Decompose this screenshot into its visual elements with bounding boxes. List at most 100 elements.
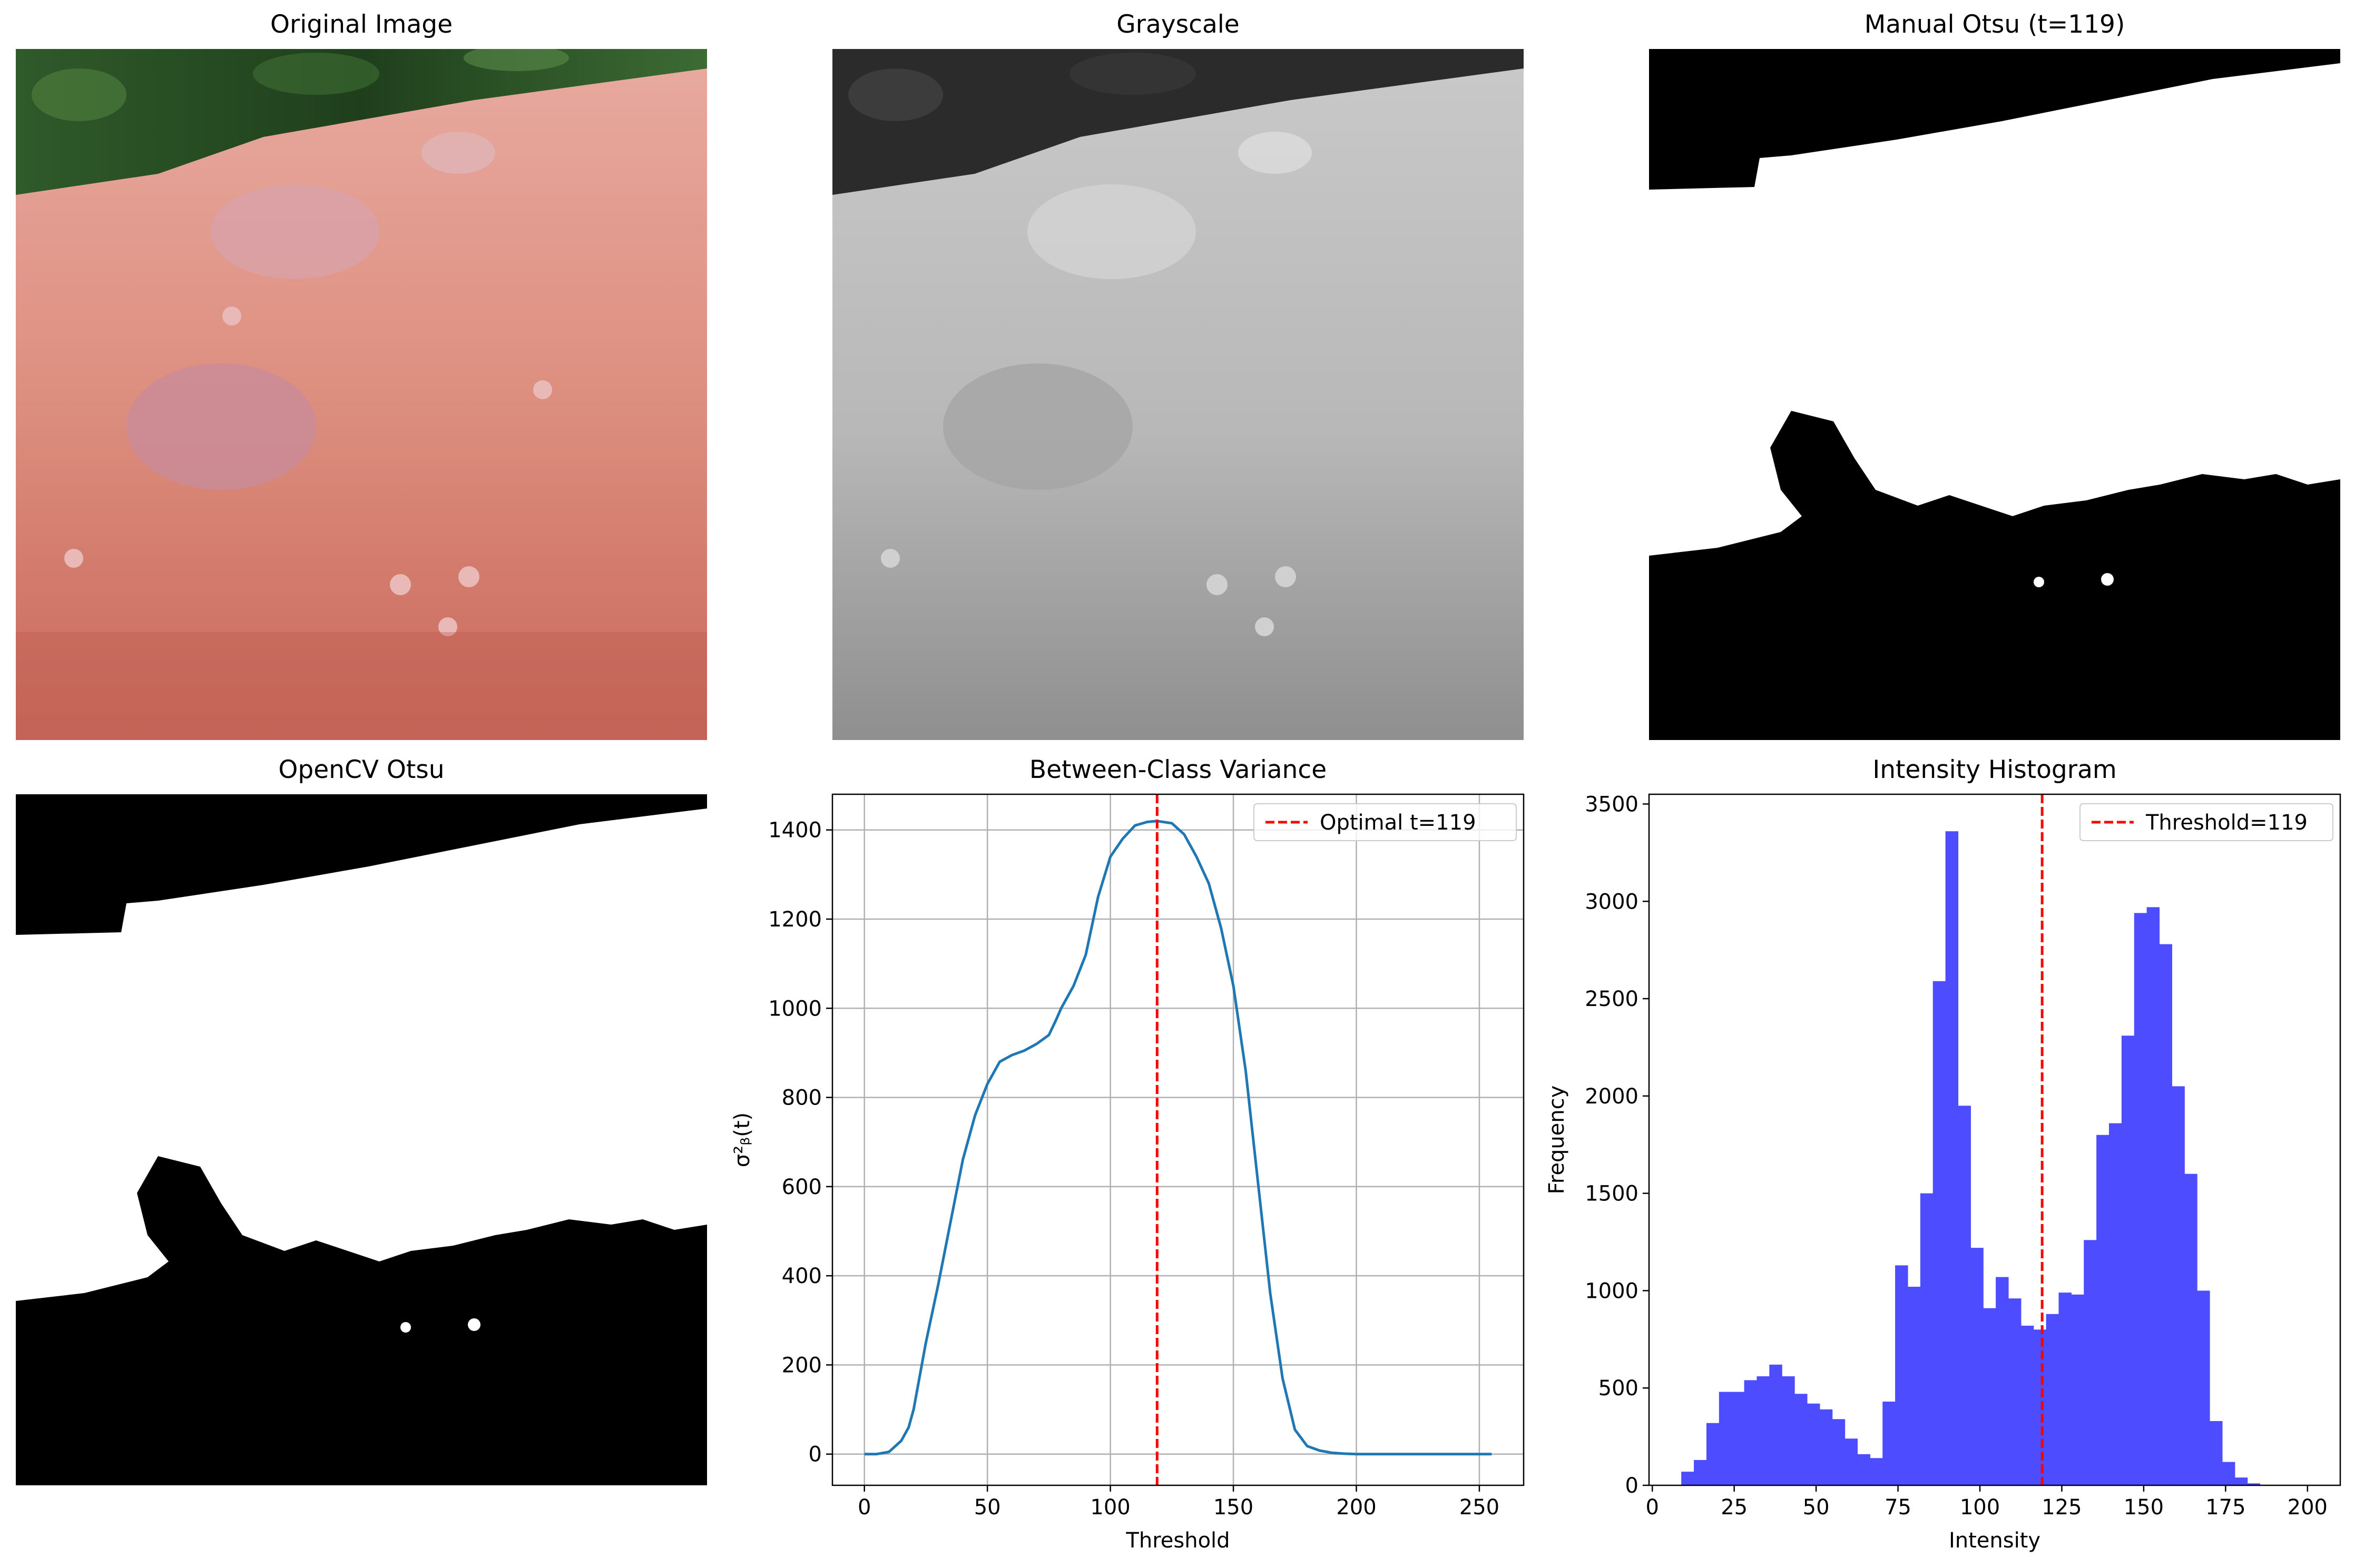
histogram-x-axis-label: Intensity	[1949, 1528, 2040, 1553]
histogram-bar	[2008, 1298, 2022, 1485]
histogram-bar	[1832, 1419, 1846, 1485]
histogram-bar	[2020, 1325, 2034, 1485]
histogram-y-tick-label: 500	[1598, 1376, 1638, 1401]
histogram-bar	[1782, 1376, 1795, 1485]
histogram-x-tick-label: 0	[1645, 1495, 1659, 1520]
variance-y-tick-label: 1000	[768, 997, 822, 1021]
histogram-bar	[2046, 1314, 2059, 1485]
variance-y-tick-label: 1400	[768, 818, 822, 843]
histogram-bar	[2222, 1462, 2235, 1485]
variance-x-tick-label: 150	[1213, 1495, 1253, 1520]
variance-y-tick-label: 600	[782, 1175, 822, 1199]
histogram-bar	[2058, 1293, 2072, 1485]
histogram-bar	[2159, 944, 2172, 1485]
histogram-y-ticks: 0 500 1000 1500 2000 2500 3000 3500	[1585, 792, 1649, 1498]
variance-y-ticks: 0 200 400 600 800 1000 1200 1400	[768, 818, 832, 1467]
variance-legend-box	[1253, 803, 1517, 841]
histogram-x-tick-label: 25	[1721, 1495, 1748, 1520]
histogram-x-tick-label: 50	[1803, 1495, 1830, 1520]
histogram-bar	[1907, 1287, 1921, 1485]
histogram-x-tick-label: 100	[1960, 1495, 2000, 1520]
variance-plot-area	[864, 794, 1492, 1485]
histogram-bar	[1970, 1248, 1984, 1485]
histogram-bar	[2184, 1173, 2197, 1485]
histogram-bar	[1819, 1409, 1833, 1485]
histogram-plot-area	[1681, 794, 2261, 1485]
histogram-y-tick-label: 2000	[1585, 1084, 1638, 1109]
panel-grayscale: Grayscale	[832, 10, 1524, 740]
histogram-bar	[2033, 1329, 2047, 1485]
histogram-x-tick-label: 75	[1885, 1495, 1911, 1520]
variance-y-tick-label: 0	[809, 1443, 822, 1467]
histogram-bar	[1932, 981, 1946, 1485]
histogram-bar	[1694, 1459, 1707, 1485]
opencv-otsu-mask	[16, 794, 707, 1485]
variance-y-axis-label: σ²ᵦ(t)	[730, 1112, 754, 1167]
panel-histogram: Intensity Histogram 0 25 50 75 100 125 150 175 2…	[1545, 755, 2341, 1553]
panel-title-grayscale: Grayscale	[1116, 10, 1239, 39]
histogram-bar	[1996, 1277, 2009, 1485]
histogram-y-tick-label: 1000	[1585, 1279, 1638, 1303]
histogram-bar	[1882, 1402, 1896, 1485]
variance-x-axis-label: Threshold	[1125, 1528, 1230, 1553]
histogram-bar	[2197, 1290, 2210, 1485]
variance-x-tick-label: 0	[858, 1495, 871, 1520]
histogram-bar	[2084, 1240, 2097, 1485]
histogram-axes-frame	[1648, 793, 2341, 1486]
histogram-bar	[2146, 907, 2160, 1485]
histogram-y-tick-label: 0	[1625, 1474, 1638, 1498]
histogram-bar	[1870, 1458, 1883, 1485]
variance-x-tick-label: 50	[974, 1495, 1001, 1520]
variance-x-tick-label: 200	[1336, 1495, 1376, 1520]
variance-y-tick-label: 800	[782, 1086, 822, 1110]
histogram-x-tick-label: 200	[2288, 1495, 2328, 1520]
panel-title-manual-otsu: Manual Otsu (t=119)	[1865, 10, 2125, 39]
panel-original-image: Original Image	[16, 10, 707, 740]
variance-y-tick-label: 400	[782, 1264, 822, 1288]
histogram-legend-box	[2079, 803, 2333, 841]
histogram-bar	[1807, 1403, 1820, 1485]
histogram-bar	[2109, 1123, 2122, 1485]
histogram-bar	[1681, 1472, 1694, 1485]
histogram-bar	[1719, 1392, 1732, 1485]
original-image	[16, 49, 707, 740]
histogram-y-tick-label: 3000	[1585, 890, 1638, 914]
variance-y-tick-label: 1200	[768, 908, 822, 932]
panel-title-opencv-otsu: OpenCV Otsu	[278, 755, 444, 784]
panel-opencv-otsu: OpenCV Otsu	[16, 755, 707, 1485]
histogram-x-tick-label: 125	[2042, 1495, 2082, 1520]
histogram-y-tick-label: 1500	[1585, 1182, 1638, 1206]
panel-manual-otsu: Manual Otsu (t=119)	[1649, 10, 2340, 740]
histogram-bar	[1983, 1308, 1996, 1485]
histogram-legend: Threshold=119	[2079, 803, 2333, 841]
histogram-x-ticks: 0 25 50 75 100 125 150 175 200	[1645, 1485, 2328, 1520]
histogram-y-tick-label: 2500	[1585, 987, 1638, 1011]
histogram-bar	[1945, 831, 1959, 1485]
histogram-bar	[1794, 1394, 1808, 1485]
histogram-bar	[2096, 1135, 2109, 1485]
variance-x-ticks: 0 50 100 150 200 250	[858, 1485, 1499, 1520]
histogram-bar	[1706, 1423, 1720, 1485]
panel-title-original: Original Image	[270, 10, 453, 39]
histogram-bar	[2210, 1421, 2223, 1485]
grayscale-image	[832, 49, 1524, 740]
histogram-bar	[1895, 1265, 1908, 1485]
histogram-bar	[1744, 1380, 1758, 1485]
histogram-bar	[1844, 1438, 1858, 1485]
histogram-bar	[1757, 1376, 1770, 1485]
histogram-legend-label: Threshold=119	[2145, 811, 2308, 835]
histogram-bar	[2121, 1036, 2135, 1485]
histogram-bar	[1857, 1454, 1870, 1485]
histogram-x-tick-label: 175	[2205, 1495, 2245, 1520]
variance-y-tick-label: 200	[782, 1353, 822, 1377]
panel-title-histogram: Intensity Histogram	[1872, 755, 2116, 784]
histogram-bar	[1958, 1106, 1971, 1485]
panel-title-variance: Between-Class Variance	[1029, 755, 1327, 784]
histogram-bar	[2134, 913, 2147, 1485]
histogram-bar	[2071, 1294, 2084, 1485]
panel-variance: Between-Class Variance 0 50 100 150 200 250 0…	[730, 755, 1525, 1553]
histogram-bar	[2234, 1477, 2248, 1485]
histogram-bar	[1731, 1392, 1745, 1485]
variance-legend-label: Optimal t=119	[1320, 811, 1476, 835]
